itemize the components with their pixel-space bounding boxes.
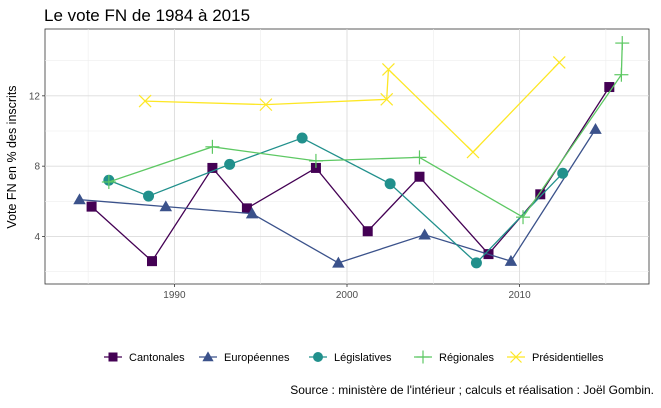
data-point-cantonales <box>604 82 615 93</box>
data-point-cantonales <box>310 162 321 173</box>
y-axis-title: Vote FN en % des inscrits <box>5 85 19 228</box>
x-tick-label: 1990 <box>163 290 186 301</box>
cross-marker-b <box>466 145 480 159</box>
legend-key-marker <box>313 352 323 362</box>
legend-label: Cantonales <box>129 352 185 364</box>
legend-item-cantonales: Cantonales <box>104 352 185 364</box>
legend-key-marker <box>202 351 214 362</box>
legend-label: Régionales <box>439 352 495 364</box>
data-point-cantonales <box>207 162 218 173</box>
data-point-presidentielles <box>380 92 394 106</box>
x-tick-label: 2000 <box>336 290 359 301</box>
data-point-legislatives <box>143 190 155 202</box>
axes-layer: 1990 2000 2010 4 8 12 <box>29 91 531 301</box>
y-tick-label: 8 <box>34 162 40 173</box>
cross-marker-b <box>552 55 566 69</box>
data-point-europeennes <box>332 256 345 268</box>
data-point-regionales <box>101 175 116 189</box>
data-point-legislatives <box>224 158 236 170</box>
data-point-regionales <box>614 67 629 82</box>
legend-key-marker <box>510 351 522 363</box>
data-point-regionales <box>308 153 323 168</box>
cross-marker-b <box>380 92 394 106</box>
y-tick-label: 4 <box>34 232 40 243</box>
x-tick-label: 2010 <box>508 290 531 301</box>
data-point-europeennes <box>504 254 518 266</box>
data-point-europeennes <box>245 207 259 219</box>
data-point-presidentielles <box>552 55 566 69</box>
legend-label: Présidentielles <box>532 352 604 364</box>
y-tick-label: 12 <box>29 91 41 102</box>
series-legislatives <box>103 132 569 269</box>
legend-item-legislatives: Législatives <box>309 352 392 364</box>
data-point-cantonales <box>535 189 546 200</box>
cross-marker-b <box>138 94 152 108</box>
data-point-presidentielles <box>466 145 480 159</box>
legend-key-marker <box>108 352 118 362</box>
data-point-legislatives <box>557 167 569 179</box>
data-point-legislatives <box>384 178 396 190</box>
data-point-regionales <box>205 139 220 154</box>
legend-item-regionales: Régionales <box>414 350 495 364</box>
data-point-cantonales <box>414 171 425 182</box>
data-point-presidentielles <box>259 98 273 112</box>
series-layer <box>73 36 630 269</box>
data-point-europeennes <box>73 193 86 205</box>
major-gridlines <box>45 29 649 284</box>
data-point-regionales <box>516 210 531 225</box>
source-caption: Source : ministère de l'intérieur ; calc… <box>290 383 654 397</box>
data-point-cantonales <box>241 203 252 214</box>
series-presidentielles <box>138 55 566 159</box>
data-point-presidentielles <box>138 94 152 108</box>
cross-marker-b <box>259 98 273 112</box>
data-point-europeennes <box>589 122 602 134</box>
data-point-cantonales <box>146 256 157 267</box>
legend-key-marker <box>416 350 430 364</box>
legend-label: Européennes <box>224 352 290 364</box>
legend: Cantonales Européennes Législatives Régiona… <box>104 350 604 364</box>
legend-item-europeennes: Européennes <box>199 351 290 364</box>
cross-marker-b <box>510 351 522 363</box>
data-point-europeennes <box>159 200 173 212</box>
data-point-europeennes <box>418 228 431 240</box>
data-point-regionales <box>412 150 427 165</box>
data-point-cantonales <box>86 201 97 212</box>
data-point-cantonales <box>362 226 373 237</box>
data-point-regionales <box>615 36 630 51</box>
series-europeennes <box>73 122 602 268</box>
data-point-legislatives <box>296 132 308 144</box>
series-line-presidentielles <box>145 61 560 154</box>
legend-label: Législatives <box>334 352 392 364</box>
chart-title: Le vote FN de 1984 à 2015 <box>44 6 250 25</box>
data-point-presidentielles <box>381 63 395 76</box>
cross-marker-b <box>381 63 395 76</box>
series-regionales <box>101 36 630 225</box>
data-point-legislatives <box>470 257 482 269</box>
legend-item-presidentielles: Présidentielles <box>507 351 604 364</box>
